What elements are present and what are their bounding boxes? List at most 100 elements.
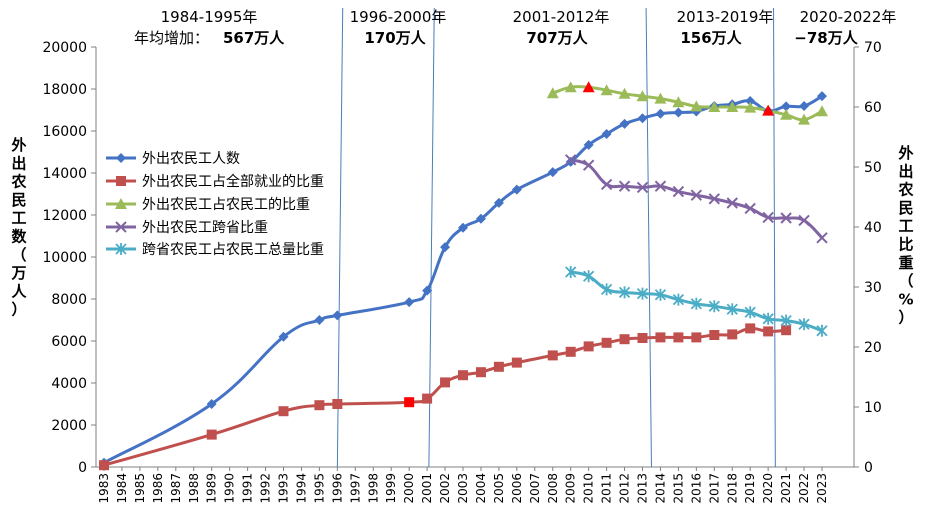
annotation-value-4: 156万人 [680,29,742,47]
period-dividers [336,7,776,468]
series-2-point [781,325,792,336]
series-2-point [475,367,486,378]
series-5-point [762,312,774,325]
series-5-point [726,303,738,316]
right-tick-label: 60 [864,100,882,116]
series-2-point [763,326,774,337]
legend-marker-4 [115,221,127,233]
series-3-point [762,104,775,116]
markers [99,81,828,471]
series-1-point [601,128,612,139]
axis-title-char: 农 [897,181,913,199]
axis-title-char: 民 [11,191,26,209]
series-4-point [780,212,792,224]
series-4-point [816,232,828,244]
x-tick-label: 1987 [169,473,183,504]
x-tick-label: 1991 [241,473,255,504]
x-tick-label: 2004 [474,473,488,504]
right-tick-label: 10 [864,400,882,416]
series-4-point [798,214,810,227]
left-tick-label: 4000 [51,376,87,392]
series-3-point [564,81,577,93]
left-tick-label: 20000 [42,40,87,56]
left-tick-label: 14000 [42,166,87,182]
series-2-point [278,406,289,417]
left-tick-label: 12000 [42,208,87,224]
period-divider-line [336,7,344,468]
series-4-point [654,180,667,192]
series-1-point [458,222,468,233]
series-1-point [475,213,486,224]
axis-title-char: （ [898,272,913,290]
axis-title-char: ） [898,309,913,327]
series-5-point [654,288,667,301]
x-tick-label: 1985 [133,473,147,504]
series-2-point [619,334,630,345]
annotation-value-1: 567万人 [223,29,285,47]
x-tick-label: 2019 [743,473,757,504]
series-3-point [816,105,828,117]
series-3-point [690,100,703,112]
legend-marker-5 [115,243,127,255]
annotation-period-5: 2020-2022年 [800,8,897,26]
series-3-point [582,81,595,93]
axis-title-char: 万 [10,264,26,282]
x-tick-label: 2023 [815,473,829,504]
right-tick-label: 20 [864,340,882,356]
x-tick-label: 2000 [402,473,416,504]
series-1-point [817,91,827,102]
series-3-point [636,90,649,102]
series-2-point [511,357,522,368]
series-2-point [206,429,217,440]
series-2-point [458,370,468,381]
series-1-point [799,101,810,112]
series-1-point [511,184,522,195]
axis-title-char: 外 [897,144,913,162]
series-5-point [600,283,613,296]
series-1-point [673,107,684,118]
series-5-point [690,297,702,310]
series-3-point [600,84,613,96]
period-divider-line [428,7,435,468]
x-tick-label: 2003 [456,473,470,504]
legend-label-4: 外出农民工跨省比重 [142,220,268,236]
axis-title-char: 农 [10,173,26,191]
series-1-point [278,331,289,342]
series-5-point [780,314,792,327]
axis-title-char: （ [11,246,26,264]
x-tick-label: 2006 [510,473,524,504]
period-divider-line [773,7,776,468]
legend-marker-2 [116,176,126,186]
right-tick-label: 70 [864,40,882,56]
series-3-point [708,101,721,112]
x-tick-label: 1983 [97,473,111,504]
series-3-point [546,87,559,99]
annotation-period-2: 1996-2000年 [350,8,447,26]
series-1-point [404,297,415,308]
legend-label-1: 外出农民工人数 [142,151,240,167]
series-2-point [332,399,343,409]
series-4-point [690,189,703,201]
axis-title-char: 工 [898,217,913,235]
x-tick-label: 2018 [725,473,739,504]
series-2-point [601,337,612,348]
series-5-point [565,266,577,278]
x-tick-label: 2010 [582,473,596,504]
series-5-point [636,287,649,300]
annotation-period-4: 2013-2019年 [677,8,774,26]
series-2-point [583,341,594,352]
series-2-point [727,329,738,340]
axis-title-char: 民 [898,199,913,217]
series-1-point [619,118,630,129]
series-3-point [780,108,793,120]
right-tick-label: 0 [864,460,873,476]
x-tick-label: 1993 [277,473,291,504]
series-1-point [314,315,325,325]
legend-marker-1 [116,153,126,163]
left-tick-label: 18000 [42,82,87,98]
axis-title-char: 出 [11,154,26,172]
legend: 外出农民工人数 外出农民工占全部就业的比重 外出农民工占农民工的比重 外出农民工… [106,151,324,258]
series-1-point [422,285,433,296]
series-1-point [332,310,343,321]
series-1-point [655,108,666,119]
